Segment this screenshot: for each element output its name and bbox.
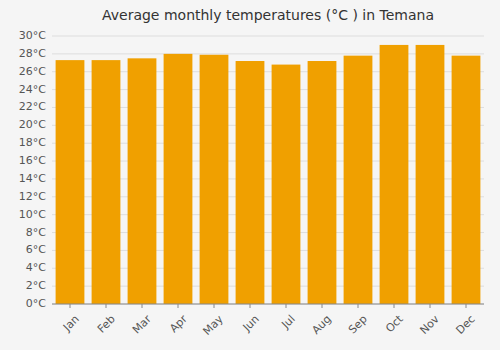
x-tick-label: Jul [278,313,297,332]
bar [128,58,157,304]
x-tick [394,304,395,308]
y-tick-label: 4°C [26,261,46,274]
y-tick-label: 24°C [19,83,46,96]
x-tick-label: Jan [60,313,82,335]
x-tick [106,304,107,308]
x-tick-label: May [200,312,226,338]
x-tick-label: Nov [417,312,442,337]
grid-line [52,304,484,305]
x-tick [358,304,359,308]
y-tick-label: 10°C [19,208,46,221]
y-axis: 0°C 2°C 4°C 6°C 8°C 10°C 12°C 14°C 16°C 18°C 20°C 2… [19,29,46,310]
bar [92,60,121,304]
bar [236,61,265,304]
bars [56,45,481,304]
y-tick-label: 18°C [19,136,46,149]
x-tick [214,304,215,308]
x-tick [250,304,251,308]
x-tick [286,304,287,308]
x-tick [70,304,71,308]
x-tick-label: Mar [130,312,154,336]
y-tick-label: 30°C [19,29,46,42]
y-tick-label: 26°C [19,65,46,78]
page: {"chart_data": {"type": "bar", "title": … [0,0,500,350]
y-tick-label: 20°C [19,118,46,131]
x-tick [466,304,467,308]
y-tick-label: 12°C [19,190,46,203]
y-tick-label: 14°C [19,172,46,185]
y-tick-label: 0°C [26,297,46,310]
x-tick [322,304,323,308]
title: Average monthly temperatures (°C ) in Te… [102,7,434,23]
x-axis: Jan Feb Mar Apr May Jun Jul Aug Sep Oct Nov Dec [52,304,484,338]
x-tick-label: Oct [383,312,406,335]
bar [272,65,301,304]
x-tick-label: Aug [309,313,333,337]
y-tick-label: 22°C [19,100,46,113]
bar [452,56,481,304]
y-grid [52,36,484,304]
y-tick-label: 28°C [19,47,46,60]
bar [308,61,337,304]
grid-line [52,36,484,37]
x-axis-line [52,304,484,305]
x-tick-label: Dec [454,313,478,337]
chart: 0°C 2°C 4°C 6°C 8°C 10°C 12°C 14°C 16°C 18°C 20°C 2… [0,0,500,350]
x-tick [142,304,143,308]
bar [344,56,373,304]
y-tick-label: 2°C [26,279,46,292]
bar [416,45,445,304]
bar [380,45,409,304]
y-tick-label: 16°C [19,154,46,167]
bar [56,60,85,304]
x-tick [430,304,431,308]
x-tick-label: Jun [240,313,262,335]
y-tick-label: 8°C [26,226,46,239]
x-tick-label: Apr [167,312,190,335]
bar [200,55,229,304]
x-tick-label: Feb [95,313,118,336]
x-tick [178,304,179,308]
y-tick-label: 6°C [26,243,46,256]
x-tick-label: Sep [346,313,370,337]
bar [164,54,193,304]
chart-container: 0°C 2°C 4°C 6°C 8°C 10°C 12°C 14°C 16°C 18°C 20°C 2… [0,0,500,350]
